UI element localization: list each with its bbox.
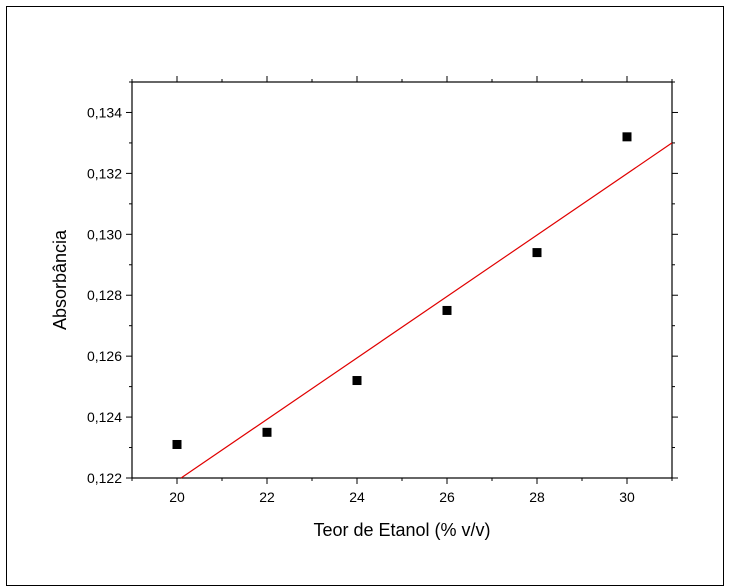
x-tick-label: 28 xyxy=(529,489,545,505)
y-axis: 0,122 0,124 0,126 0,128 0,130 0,132 0,134 xyxy=(87,81,678,486)
data-point xyxy=(532,248,542,258)
data-point xyxy=(622,132,632,142)
x-tick-label: 20 xyxy=(169,489,185,505)
y-tick-label: 0,134 xyxy=(87,104,122,120)
data-point xyxy=(262,427,272,437)
y-axis-title: Absorbância xyxy=(50,229,70,330)
x-axis-title: Teor de Etanol (% v/v) xyxy=(313,520,490,540)
x-tick-label: 26 xyxy=(439,489,455,505)
y-tick-label: 0,126 xyxy=(87,348,122,364)
regression-line xyxy=(180,142,673,479)
y-tick-label: 0,124 xyxy=(87,409,122,425)
data-point xyxy=(172,439,182,449)
x-axis: 20 22 24 26 28 30 xyxy=(131,76,673,505)
y-tick-label: 0,128 xyxy=(87,287,122,303)
data-point xyxy=(442,305,452,315)
x-tick-label: 24 xyxy=(349,489,365,505)
scatter-chart: 20 22 24 26 28 30 0,1220,1240,1260,1280,1300,… xyxy=(50,76,678,540)
x-tick-label: 22 xyxy=(259,489,275,505)
y-tick-label: 0,130 xyxy=(87,226,122,242)
data-point xyxy=(352,376,362,386)
plot-area xyxy=(131,81,673,479)
plot-frame xyxy=(131,81,673,479)
y-tick-label: 0,132 xyxy=(87,165,122,181)
series-layer xyxy=(172,132,673,479)
y-tick-label: 0,122 xyxy=(87,470,122,486)
x-tick-label: 30 xyxy=(619,489,635,505)
